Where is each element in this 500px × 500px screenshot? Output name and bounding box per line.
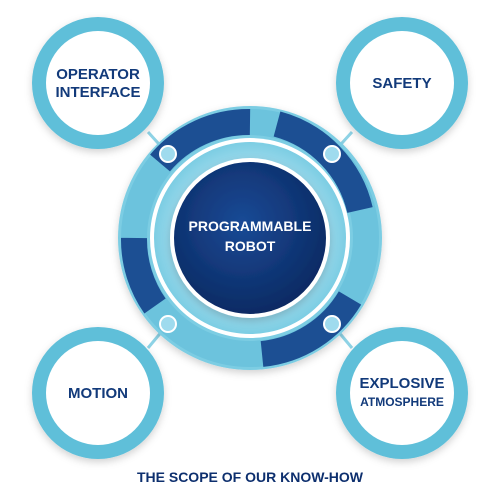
node-operator-interface-line1: OPERATOR	[56, 66, 140, 83]
node-operator-interface: OPERATOR INTERFACE	[32, 17, 164, 149]
node-explosive-atmosphere: EXPLOSIVE ATMOSPHERE	[336, 327, 468, 459]
center-node: PROGRAMMABLE ROBOT	[170, 158, 330, 318]
node-motion: MOTION	[32, 327, 164, 459]
node-motion-line1: MOTION	[68, 385, 128, 402]
center-label-line2: ROBOT	[225, 238, 276, 254]
node-explosive-atmosphere-line2: ATMOSPHERE	[360, 395, 444, 409]
node-safety: SAFETY	[336, 17, 468, 149]
node-operator-interface-line2: INTERFACE	[55, 84, 140, 101]
node-explosive-atmosphere-line1: EXPLOSIVE	[359, 375, 444, 392]
center-label-line1: PROGRAMMABLE	[189, 218, 312, 234]
connector-dots	[159, 145, 341, 333]
diagram-caption: THE SCOPE OF OUR KNOW-HOW	[137, 469, 364, 485]
node-safety-line1: SAFETY	[372, 75, 431, 92]
